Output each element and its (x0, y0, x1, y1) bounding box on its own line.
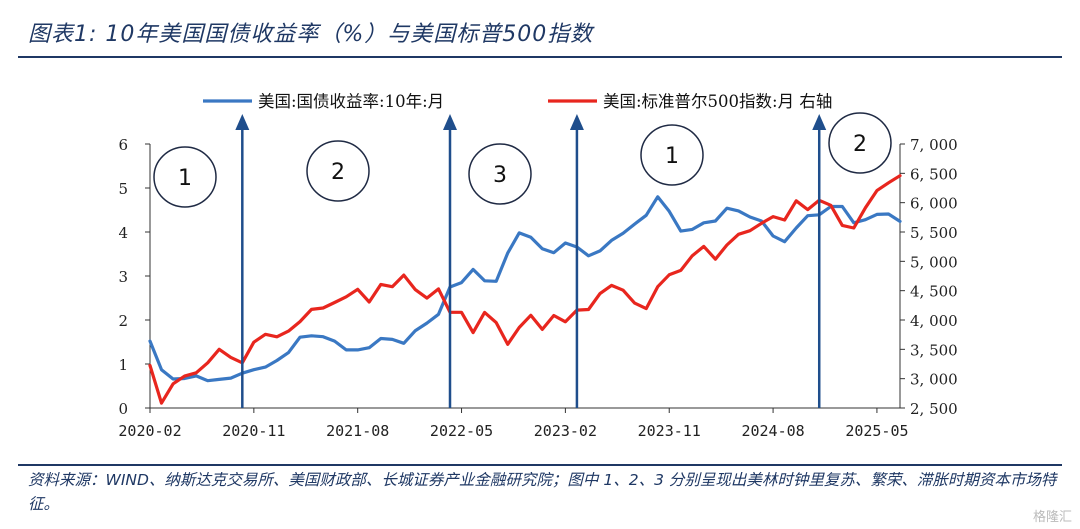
yield-series-line (148, 195, 902, 383)
x-tick-label: 2020-11 (222, 422, 285, 440)
right-tick-label: 3, 500 (910, 341, 958, 359)
right-tick-label: 5, 500 (910, 224, 958, 242)
watermark-logo: 格隆汇 (1032, 510, 1072, 525)
x-tick-label: 2021-08 (326, 422, 389, 440)
phase-arrow-head (235, 114, 250, 130)
phase-circle (468, 143, 532, 205)
phase-arrow-head (569, 114, 584, 130)
right-tick-label: 2, 500 (910, 400, 958, 418)
legend-label-sp500: 美国:标准普尔500指数:月 右轴 (603, 92, 832, 111)
sp500-series-line (148, 174, 902, 405)
phase-circle (306, 140, 370, 202)
phase-label: 1 (665, 144, 679, 169)
source-note: 资料来源：WIND、纳斯达克交易所、美国财政部、长城证券产业金融研究院；图中 1… (28, 471, 1057, 513)
x-tick-label: 2025-05 (845, 422, 908, 440)
right-tick-label: 6, 500 (910, 165, 958, 183)
phase-arrow-head (812, 114, 827, 130)
phase-label: 2 (853, 132, 867, 157)
right-tick-label: 7, 000 (910, 136, 958, 154)
x-tick-label: 2024-08 (741, 422, 804, 440)
x-tick-label: 2020-02 (118, 422, 181, 440)
x-tick-label: 2023-02 (534, 422, 597, 440)
legend-label-yield: 美国:国债收益率:10年:月 (258, 92, 444, 111)
phase-circle (640, 124, 704, 186)
right-tick-label: 3, 000 (910, 371, 958, 389)
phase-label: 3 (493, 163, 507, 188)
phase-circle (153, 146, 217, 208)
right-tick-label: 5, 000 (910, 253, 958, 271)
left-tick-label: 6 (118, 136, 128, 154)
right-tick-label: 6, 000 (910, 195, 958, 213)
phase-circle (828, 112, 892, 174)
phase-arrow-head (443, 114, 457, 130)
chart-canvas: 0 1 2 3 4 5 6 2, 500 3, 000 3, 500 4, 000 4, 500 5, … (118, 92, 958, 440)
right-tick-label: 4, 000 (910, 312, 958, 330)
left-tick-label: 1 (118, 356, 128, 374)
x-tick-label: 2022-05 (430, 422, 493, 440)
title-divider (18, 56, 1062, 58)
left-tick-label: 3 (118, 268, 128, 286)
phase-label: 1 (178, 166, 192, 191)
right-tick-label: 4, 500 (910, 283, 958, 301)
left-tick-label: 2 (118, 312, 128, 330)
left-tick-label: 4 (118, 224, 128, 242)
source-divider (18, 464, 1062, 466)
left-tick-label: 0 (118, 400, 128, 418)
left-tick-label: 5 (118, 180, 128, 198)
chart-title: 图表1: 10年美国国债收益率（%）与美国标普500指数 (28, 22, 594, 47)
x-tick-label: 2023-11 (638, 422, 701, 440)
phase-label: 2 (331, 160, 345, 185)
